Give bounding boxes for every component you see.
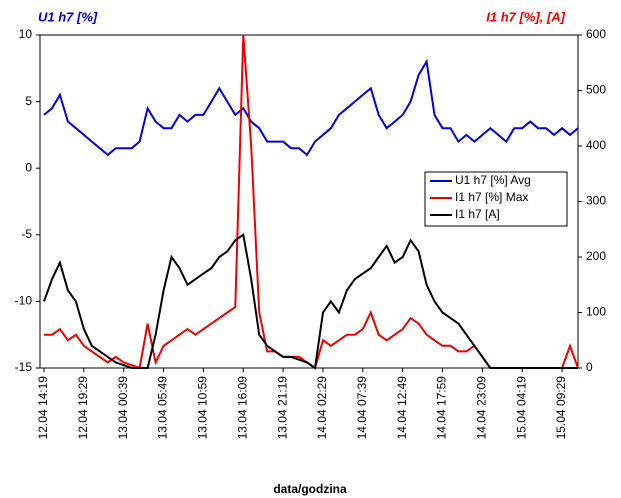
y2-tick-label: 300 (586, 194, 606, 208)
x-tick-label: 13.04 10:59 (196, 376, 210, 440)
x-tick-label: 14.04 02:29 (315, 376, 329, 440)
x-tick-label: 14.04 12:49 (395, 376, 409, 440)
x-tick-label: 15.04 09:29 (554, 376, 568, 440)
y2-tick-label: 600 (586, 27, 606, 41)
x-tick-label: 12.04 14:19 (36, 376, 50, 440)
y-tick-label: 5 (25, 94, 32, 108)
y-tick-label: -15 (15, 360, 33, 374)
x-tick-label: 12.04 19:29 (76, 376, 90, 440)
x-tick-label: 14.04 23:09 (475, 376, 489, 440)
series-line (43, 58, 579, 157)
x-tick-label: 14.04 07:39 (355, 376, 369, 440)
y-tick-label: -5 (21, 227, 32, 241)
y2-tick-label: 200 (586, 249, 606, 263)
legend-label: U1 h7 [%] Avg (455, 173, 531, 187)
x-tick-label: 13.04 00:39 (116, 376, 130, 440)
x-title: data/godzina (273, 482, 347, 496)
y2-title: I1 h7 [%], [A] (486, 9, 565, 24)
y2-tick-label: 500 (586, 83, 606, 97)
y-tick-label: -10 (15, 294, 33, 308)
legend-label: I1 h7 [A] (455, 207, 500, 221)
x-tick-label: 13.04 05:49 (156, 376, 170, 440)
y-title: U1 h7 [%] (38, 9, 98, 24)
series-line (43, 233, 578, 370)
x-tick-label: 13.04 21:19 (275, 376, 289, 440)
y-tick-label: 0 (25, 160, 32, 174)
y-tick-label: 10 (19, 27, 33, 41)
x-tick-label: 14.04 17:59 (435, 376, 449, 440)
x-tick-label: 13.04 16:09 (235, 376, 249, 440)
y2-tick-label: 100 (586, 305, 606, 319)
legend-label: I1 h7 [%] Max (455, 190, 528, 204)
y2-tick-label: 400 (586, 138, 606, 152)
y2-tick-label: 0 (586, 360, 593, 374)
x-tick-label: 15.04 04:19 (514, 376, 528, 440)
